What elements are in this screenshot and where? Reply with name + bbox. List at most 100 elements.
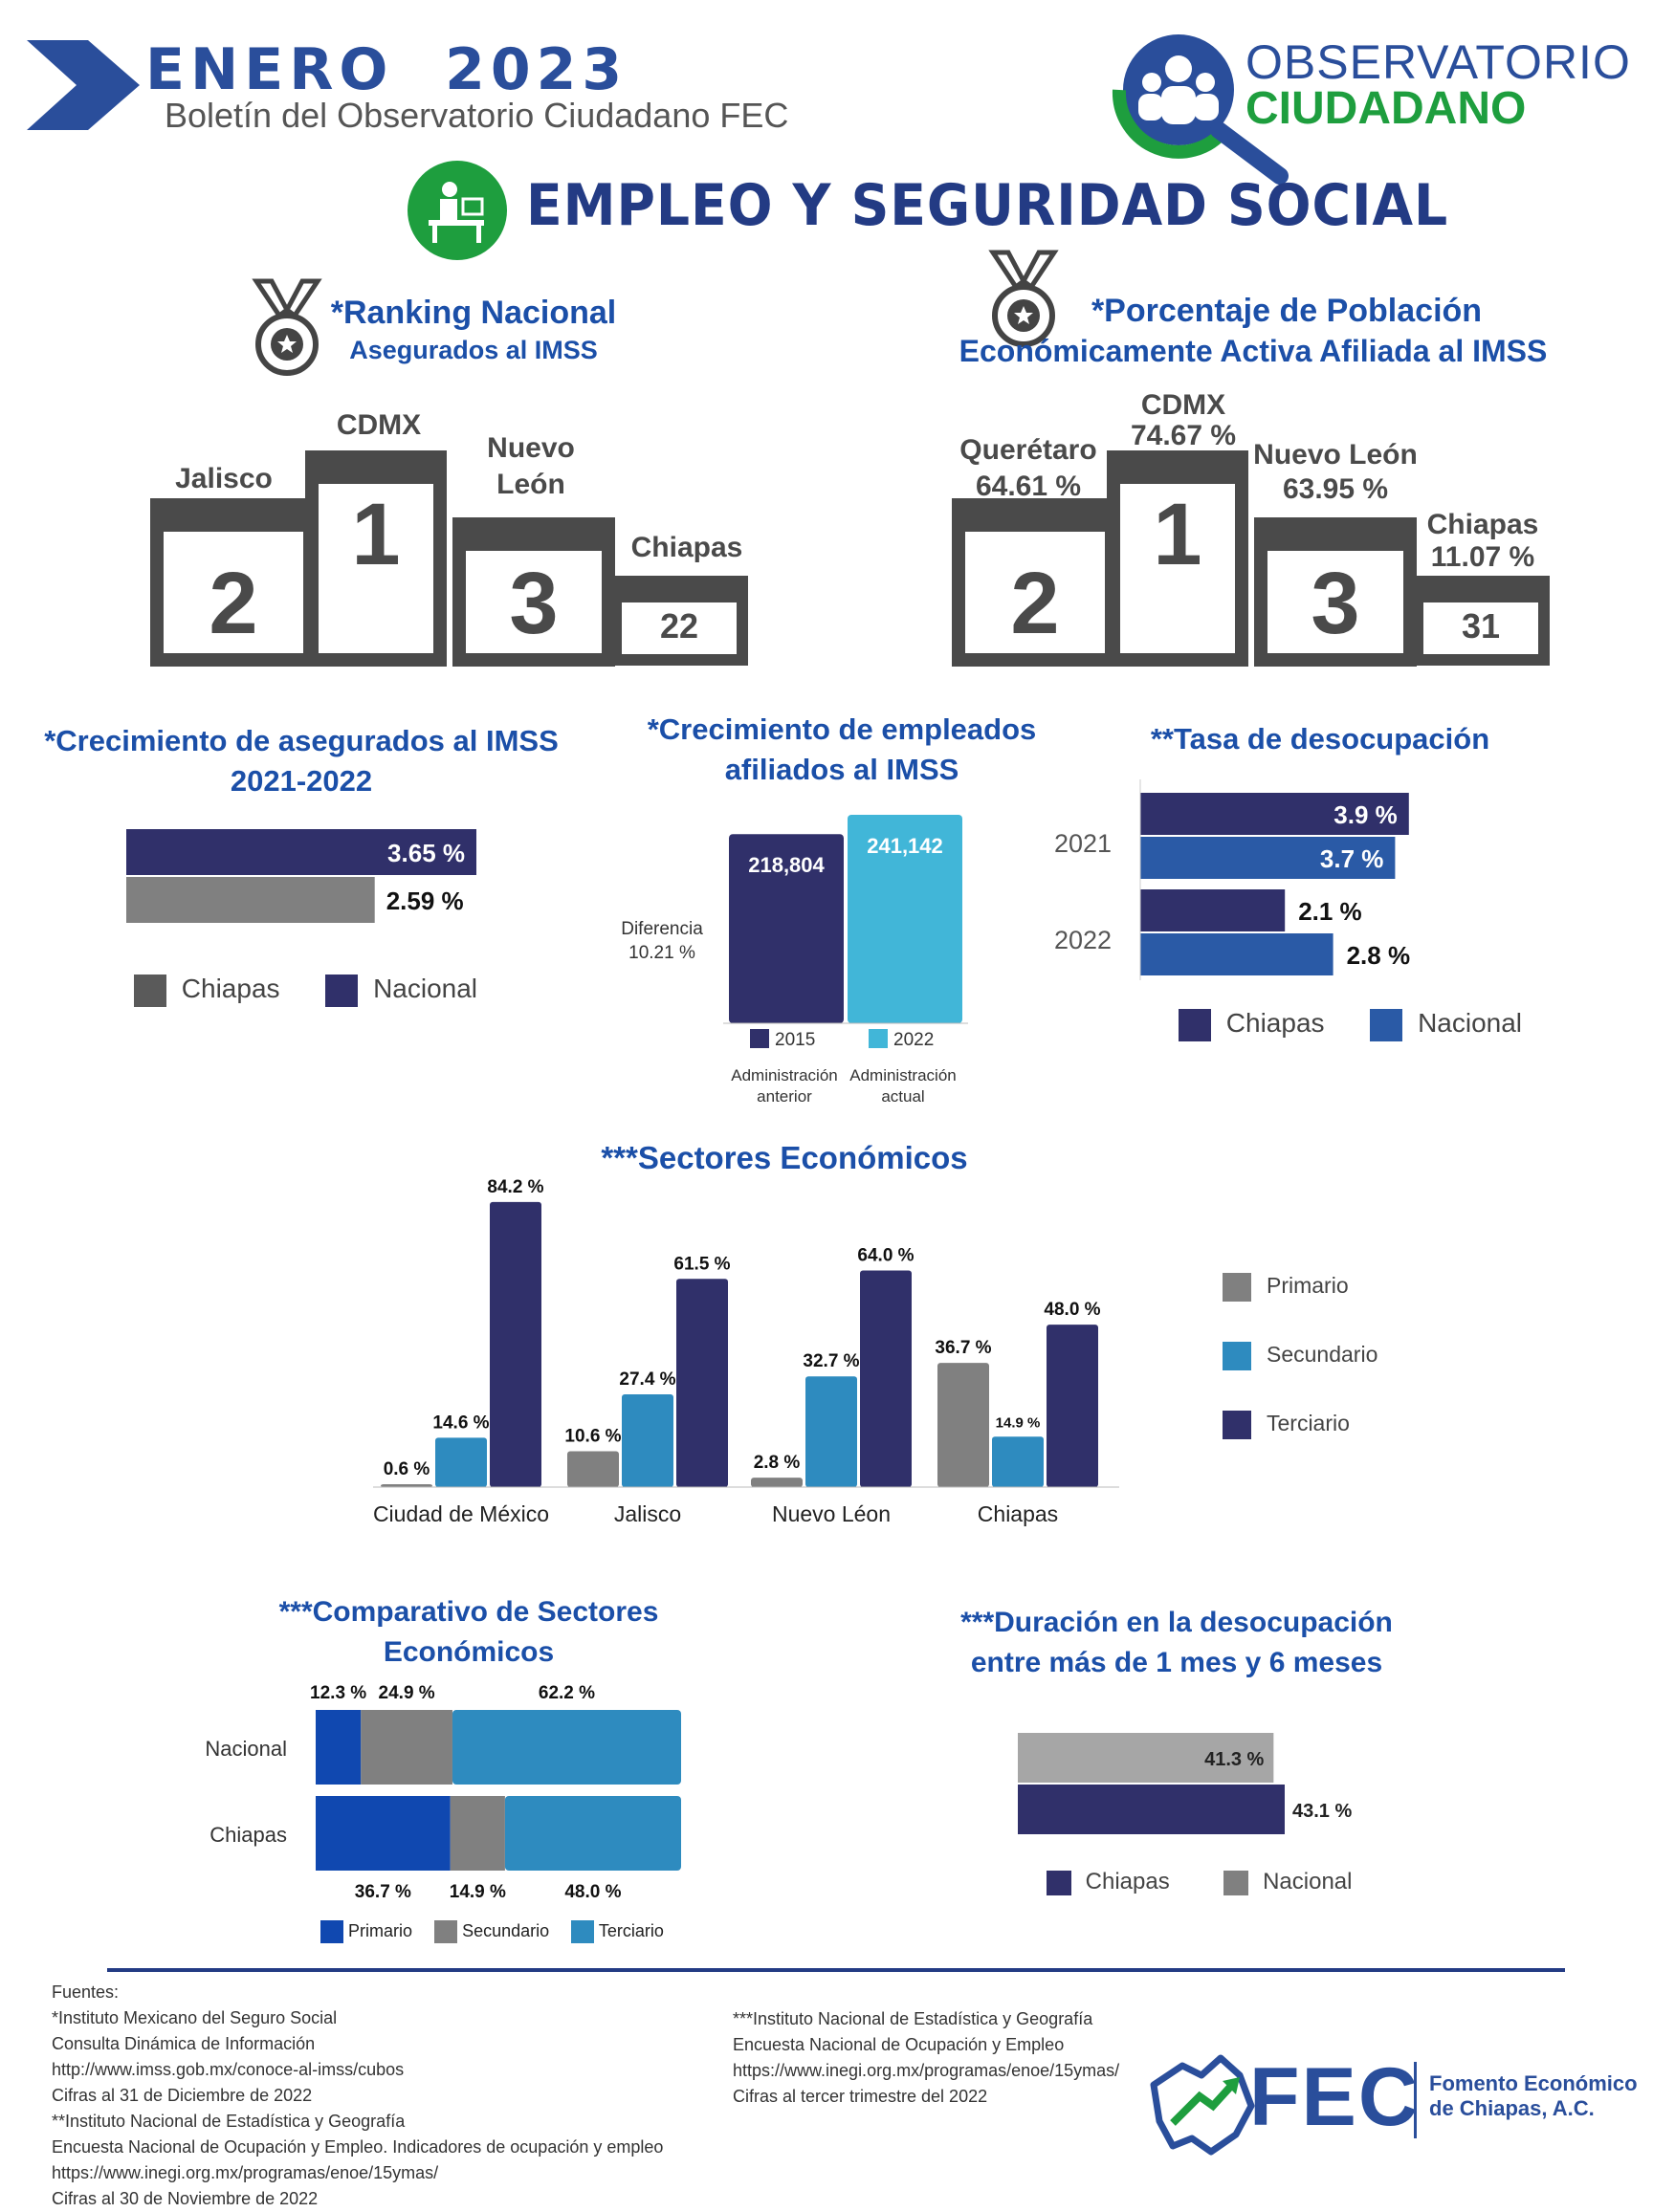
chart-subtitle: entre más de 1 mes y 6 meses — [970, 1647, 1383, 1678]
data-label: 61.5 % — [673, 1254, 730, 1274]
podium-label-cdmx: CDMX — [336, 409, 422, 441]
bar — [1140, 793, 1409, 835]
category-label: 2022 — [893, 1030, 934, 1050]
pea-label-cdmx: CDMX — [1140, 389, 1226, 421]
section-title: EMPLEO Y SEGURIDAD SOCIAL — [526, 172, 1449, 239]
bar — [805, 1376, 857, 1487]
podium-rank: 3 — [509, 555, 558, 652]
bar — [1018, 1785, 1285, 1834]
data-label: 64.0 % — [857, 1245, 914, 1265]
category-label: 2015 — [775, 1030, 815, 1050]
arrow-chevron-icon — [27, 40, 140, 130]
sector-comparison-chart: Nacional 12.3 % 24.9 % 62.2 % Chiapas 36.7 % 1… — [205, 1683, 681, 1902]
data-label: 2.8 % — [1347, 941, 1411, 970]
source-line: Consulta Dinámica de Información — [52, 2034, 316, 2053]
legend-swatch — [320, 1920, 343, 1943]
legend-label: Terciario — [1267, 1411, 1350, 1435]
legend: Chiapas Nacional — [1047, 1869, 1352, 1895]
fec-name: de Chiapas, A.C. — [1429, 2096, 1595, 2120]
chart-subtitle: 2021-2022 — [230, 764, 373, 798]
podium-label-chiapas: Chiapas — [630, 532, 743, 563]
annotation: Diferencia — [621, 919, 703, 939]
bar — [1140, 837, 1396, 879]
podium-rank: 22 — [660, 606, 698, 646]
chart-title: ***Sectores Económicos — [601, 1140, 968, 1175]
bar — [729, 834, 844, 1023]
data-label: 14.9 % — [996, 1414, 1041, 1431]
source-line: https://www.inegi.org.mx/programas/enoe/… — [52, 2163, 439, 2182]
category-label: Jalisco — [614, 1501, 681, 1526]
bar — [1047, 1325, 1098, 1487]
pea-label-chiapas: Chiapas — [1426, 509, 1539, 540]
chart-subtitle: Económicos — [383, 1636, 555, 1668]
source-line: https://www.inegi.org.mx/programas/enoe/… — [733, 2061, 1120, 2080]
data-label: 241,142 — [867, 834, 943, 858]
bar — [435, 1437, 487, 1487]
legend-label: Chiapas — [1225, 1008, 1325, 1038]
data-label: 2.1 % — [1298, 897, 1362, 926]
logo-observatorio-text: OBSERVATORIO — [1245, 35, 1631, 89]
data-label: 36.7 % — [935, 1338, 991, 1358]
source-line: ***Instituto Nacional de Estadística y G… — [733, 2009, 1093, 2028]
chart-title: ***Duración en la desocupación — [960, 1607, 1393, 1638]
sources-right: ***Instituto Nacional de Estadística y G… — [733, 2006, 1119, 2110]
legend-label: Nacional — [1418, 1008, 1523, 1038]
pea-label-nuevoleon: Nuevo León — [1253, 439, 1418, 471]
data-label: 43.1 % — [1292, 1801, 1352, 1822]
legend-label: Primario — [1267, 1273, 1349, 1298]
legend-swatch — [571, 1920, 595, 1943]
podium-rank: 1 — [351, 486, 400, 583]
category-label: Nacional — [205, 1737, 287, 1761]
legend-swatch — [1179, 1008, 1211, 1041]
category-label: Ciudad de México — [373, 1501, 549, 1526]
unemployment-rate-chart: 2021 3.9 % 3.7 % 2022 2.1 % 2.8 % — [1054, 779, 1411, 980]
data-label: 84.2 % — [487, 1177, 543, 1197]
legend: Primario Secundario Terciario — [1223, 1251, 1378, 1457]
legend-swatch — [1223, 1272, 1251, 1302]
bar — [676, 1279, 728, 1487]
data-label: 32.7 % — [803, 1351, 859, 1371]
bar — [381, 1484, 432, 1487]
economic-sectors-chart: 0.6 % 14.6 % 84.2 % Ciudad de México 10.6 % 2… — [373, 1177, 1119, 1526]
bar-segment — [316, 1796, 451, 1871]
data-label: 218,804 — [748, 853, 825, 877]
source-line: Cifras al 30 de Noviembre de 2022 — [52, 2189, 319, 2208]
sublabel: actual — [881, 1087, 924, 1106]
growth-employees-chart: 218,804 2015 Administración anterior 241,142… — [621, 815, 968, 1106]
chart-title: ***Comparativo de Sectores — [278, 1596, 659, 1628]
sublabel: Administración — [731, 1066, 838, 1084]
medal-icon — [988, 250, 1059, 347]
pea-value-nuevoleon: 63.95 % — [1282, 473, 1389, 505]
ranking1-title: *Ranking Nacional — [330, 295, 617, 331]
fec-name: Fomento Económico — [1429, 2071, 1638, 2095]
bar — [751, 1478, 803, 1487]
bar — [126, 877, 375, 923]
bar — [622, 1394, 673, 1487]
chart-subtitle: afiliados al IMSS — [724, 753, 959, 786]
podium-rank: 31 — [1462, 606, 1500, 646]
legend: Chiapas Nacional — [1179, 1008, 1522, 1041]
legend: Chiapas Nacional — [134, 974, 477, 1007]
pea-value-queretaro: 64.61 % — [975, 471, 1082, 502]
chart-title: *Crecimiento de asegurados al IMSS — [44, 724, 559, 757]
category-label: 2021 — [1054, 829, 1112, 858]
pea-value-chiapas: 11.07 % — [1430, 541, 1535, 573]
data-label: 24.9 % — [379, 1683, 435, 1703]
month-year-title: ENERO 2023 — [145, 36, 628, 103]
bar — [1140, 933, 1333, 975]
source-line: http://www.imss.gob.mx/conoce-al-imss/cu… — [52, 2060, 405, 2079]
annotation: 10.21 % — [628, 943, 695, 963]
data-label: 3.9 % — [1333, 800, 1398, 829]
podium-label-jalisco: Jalisco — [175, 463, 273, 494]
data-label: 27.4 % — [619, 1369, 675, 1390]
source-line: Encuesta Nacional de Ocupación y Empleo — [733, 2035, 1065, 2054]
bar — [937, 1363, 989, 1487]
legend-swatch — [434, 1920, 458, 1943]
bar-segment — [504, 1796, 681, 1871]
legend: Primario Secundario Terciario — [320, 1920, 664, 1943]
fec-logo-divider — [1414, 2062, 1417, 2138]
legend-label: Nacional — [373, 974, 478, 1003]
legend-label: Primario — [348, 1920, 413, 1940]
legend-swatch — [1223, 1410, 1251, 1439]
bar-segment — [452, 1710, 681, 1785]
